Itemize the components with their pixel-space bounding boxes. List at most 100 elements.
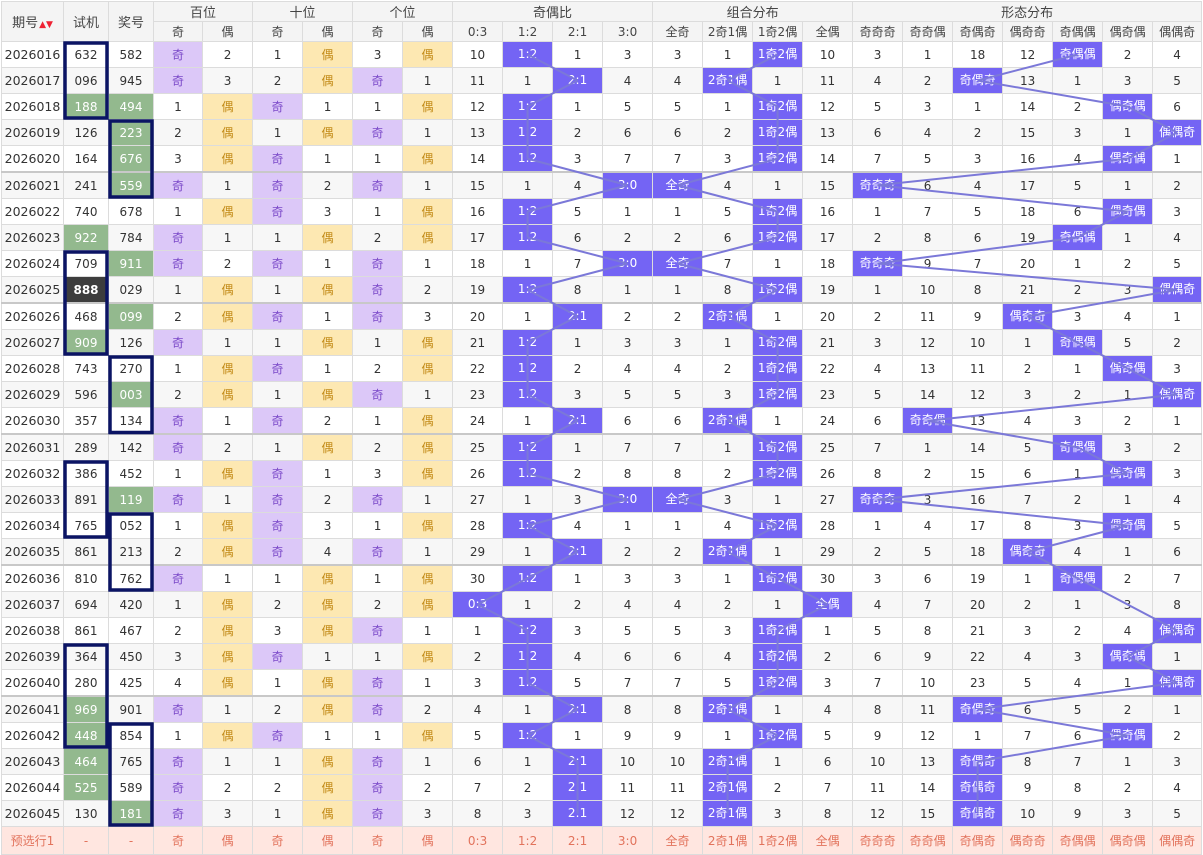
shape-cell: 4 bbox=[852, 591, 904, 618]
shape-cell: 8 bbox=[902, 224, 954, 251]
hit-marker: 1奇2偶 bbox=[753, 356, 802, 381]
digit-parity-cell: 偶 bbox=[302, 41, 354, 68]
shape-cell: 1 bbox=[1102, 538, 1154, 566]
digit-parity-cell: 3 bbox=[252, 617, 304, 644]
preselect-option[interactable]: 偶 bbox=[402, 826, 454, 855]
digit-parity-cell: 1 bbox=[352, 643, 404, 670]
preselect-option[interactable]: 1奇2偶 bbox=[752, 826, 804, 855]
preselect-option[interactable]: 奇 bbox=[352, 826, 404, 855]
preselect-option[interactable]: 偶奇偶 bbox=[1102, 826, 1154, 855]
preselect-option[interactable]: 奇偶奇 bbox=[952, 826, 1004, 855]
digit-parity-cell: 偶 bbox=[402, 643, 454, 670]
combo-cell: 1 bbox=[702, 722, 754, 749]
combo-cell: 11 bbox=[802, 67, 854, 94]
ratio-cell: 9 bbox=[602, 722, 654, 749]
preselect-option[interactable]: 2:1 bbox=[552, 826, 604, 855]
shape-cell: 11 bbox=[902, 695, 954, 723]
preselect-option[interactable]: 全偶 bbox=[802, 826, 854, 855]
digit-parity-cell: 1 bbox=[402, 67, 454, 94]
digit-parity-cell: 偶 bbox=[201, 722, 254, 749]
shape-cell: 11 bbox=[952, 355, 1004, 382]
ratio-cell: 1 bbox=[552, 41, 604, 68]
combo-cell: 15 bbox=[802, 171, 854, 199]
hit-marker: 偶奇奇 bbox=[1003, 539, 1052, 564]
ratio-cell: 4 bbox=[552, 171, 604, 199]
preselect-option[interactable]: 奇奇奇 bbox=[852, 826, 904, 855]
shape-cell: 22 bbox=[952, 643, 1004, 670]
shape-cell: 9 bbox=[902, 643, 954, 670]
prize-number-cell: 582 bbox=[108, 41, 154, 68]
ratio-cell: 23 bbox=[452, 381, 504, 408]
digit-parity-cell: 奇 bbox=[153, 748, 203, 775]
digit-parity-cell: 奇 bbox=[252, 171, 304, 199]
digit-parity-cell: 偶 bbox=[402, 407, 454, 435]
preselect-option[interactable]: 偶奇奇 bbox=[1002, 826, 1054, 855]
period-cell: 2026016 bbox=[1, 41, 64, 68]
shape-cell: 4 bbox=[902, 119, 954, 146]
trial-number-cell: 289 bbox=[63, 433, 109, 461]
shape-cell: 1 bbox=[952, 722, 1004, 749]
digit-parity-cell: 2 bbox=[302, 486, 354, 513]
combo-cell: 2奇1偶 bbox=[702, 67, 754, 94]
prize-number-cell: 425 bbox=[108, 669, 154, 697]
preselect-option[interactable]: 3:0 bbox=[602, 826, 654, 855]
preselect-option[interactable]: 奇 bbox=[153, 826, 203, 855]
subheader-0: 奇 bbox=[153, 21, 203, 42]
preselect-option[interactable]: 1:2 bbox=[502, 826, 554, 855]
preselect-option[interactable]: 2奇1偶 bbox=[702, 826, 754, 855]
combo-cell: 19 bbox=[802, 276, 854, 304]
shape-cell: 6 bbox=[1002, 695, 1054, 723]
trial-number-cell: 464 bbox=[63, 748, 109, 775]
shape-cell: 16 bbox=[952, 486, 1004, 513]
digit-parity-cell: 1 bbox=[153, 355, 203, 382]
preselect-option[interactable]: 偶偶奇 bbox=[1152, 826, 1203, 855]
hit-marker: 1:2 bbox=[503, 225, 552, 250]
digit-parity-cell: 奇 bbox=[153, 695, 203, 723]
shape-cell: 1 bbox=[1102, 748, 1154, 775]
ratio-cell: 2:1 bbox=[552, 774, 604, 801]
digit-parity-cell: 偶 bbox=[201, 669, 254, 697]
period-cell: 2026045 bbox=[1, 800, 64, 827]
shape-cell: 3 bbox=[902, 486, 954, 513]
subheader-18: 奇偶偶 bbox=[1052, 21, 1104, 42]
hit-marker: 2奇1偶 bbox=[703, 539, 752, 564]
hit-marker: 奇偶奇 bbox=[953, 697, 1002, 722]
combo-cell: 1 bbox=[752, 171, 804, 199]
sort-icon[interactable]: ▲▼ bbox=[39, 20, 53, 30]
preselect-option[interactable]: 奇奇偶 bbox=[902, 826, 954, 855]
shape-cell: 10 bbox=[1002, 800, 1054, 827]
ratio-cell: 18 bbox=[452, 250, 504, 277]
preselect-option[interactable]: 偶 bbox=[302, 826, 354, 855]
shape-cell: 9 bbox=[852, 722, 904, 749]
preselect-option[interactable]: 偶 bbox=[201, 826, 254, 855]
table-row: 2026044 525 589 奇 2 2 偶奇 2 7 2 2:1 11 11 2奇1偶 2 7 11 14 奇偶… bbox=[1, 774, 1203, 801]
combo-cell: 18 bbox=[802, 250, 854, 277]
period-cell: 2026037 bbox=[1, 591, 64, 618]
ratio-cell: 1 bbox=[602, 276, 654, 304]
odd-even-ratio-header: 奇偶比 bbox=[452, 1, 654, 22]
combo-cell: 1 bbox=[752, 302, 804, 330]
combo-cell: 1奇2偶 bbox=[752, 433, 804, 461]
shape-cell: 2 bbox=[902, 67, 954, 94]
hit-marker: 1奇2偶 bbox=[753, 670, 802, 695]
trial-number-cell: 364 bbox=[63, 643, 109, 670]
preselect-option[interactable]: 0:3 bbox=[452, 826, 504, 855]
digit-parity-cell: 1 bbox=[153, 276, 203, 304]
preselect-option[interactable]: 奇 bbox=[252, 826, 304, 855]
ratio-cell: 1 bbox=[452, 617, 504, 644]
combo-cell: 4 bbox=[702, 171, 754, 199]
subheader-17: 偶奇奇 bbox=[1002, 21, 1054, 42]
preselect-option[interactable]: 全奇 bbox=[652, 826, 704, 855]
combo-cell: 全奇 bbox=[652, 171, 704, 199]
combo-cell: 14 bbox=[802, 145, 854, 173]
trial-number-cell: 632 bbox=[63, 41, 109, 68]
digit-parity-cell: 2 bbox=[153, 302, 203, 330]
prize-number-cell: 029 bbox=[108, 276, 154, 304]
units-header: 个位 bbox=[352, 1, 454, 22]
combo-cell: 2奇1偶 bbox=[702, 774, 754, 801]
combo-cell: 10 bbox=[652, 748, 704, 775]
preselect-row[interactable]: 预选行1- - 奇偶奇偶奇偶 0:3 1:2 2:1 3:0 全奇 2奇1偶 1奇2偶 全偶 奇奇奇奇… bbox=[1, 826, 1203, 855]
period-header[interactable]: 期号▲▼ bbox=[1, 1, 64, 42]
shape-cell: 6 bbox=[852, 407, 904, 435]
preselect-option[interactable]: 奇偶偶 bbox=[1052, 826, 1104, 855]
